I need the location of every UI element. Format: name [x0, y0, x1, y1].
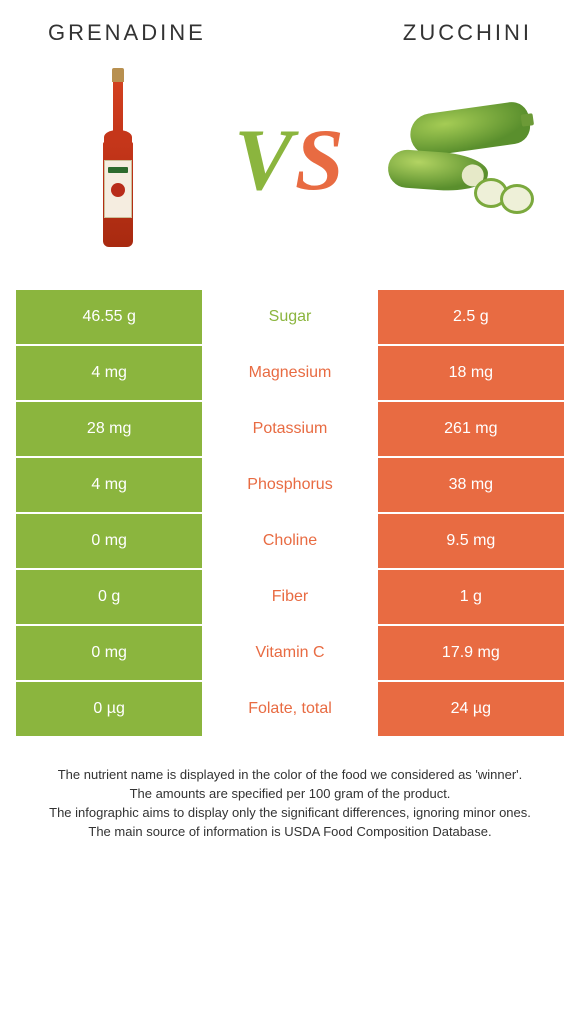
right-value: 17.9 mg	[378, 626, 564, 680]
left-value: 0 mg	[16, 626, 202, 680]
nutrient-label: Phosphorus	[202, 458, 377, 512]
table-row: 28 mgPotassium261 mg	[16, 402, 564, 456]
table-row: 4 mgMagnesium18 mg	[16, 346, 564, 400]
footer-line: The main source of information is USDA F…	[26, 823, 554, 842]
left-value: 0 g	[16, 570, 202, 624]
left-value: 0 µg	[16, 682, 202, 736]
right-value: 2.5 g	[378, 290, 564, 344]
table-row: 0 µgFolate, total24 µg	[16, 682, 564, 736]
zucchini-image	[385, 65, 540, 255]
nutrition-table-body: 46.55 gSugar2.5 g4 mgMagnesium18 mg28 mg…	[16, 290, 564, 736]
grenadine-image	[40, 65, 195, 255]
table-row: 0 gFiber1 g	[16, 570, 564, 624]
vs-label: VS	[234, 110, 346, 211]
nutrient-label: Fiber	[202, 570, 377, 624]
footer-line: The infographic aims to display only the…	[26, 804, 554, 823]
left-value: 46.55 g	[16, 290, 202, 344]
left-value: 4 mg	[16, 346, 202, 400]
right-value: 24 µg	[378, 682, 564, 736]
right-food-title: ZUCCHINI	[403, 20, 532, 46]
table-row: 4 mgPhosphorus38 mg	[16, 458, 564, 512]
nutrient-label: Folate, total	[202, 682, 377, 736]
right-value: 9.5 mg	[378, 514, 564, 568]
nutrient-label: Vitamin C	[202, 626, 377, 680]
right-value: 1 g	[378, 570, 564, 624]
vs-v: V	[234, 112, 295, 209]
hero-row: VS	[16, 64, 564, 284]
footer-line: The nutrient name is displayed in the co…	[26, 766, 554, 785]
footer-notes: The nutrient name is displayed in the co…	[16, 738, 564, 841]
nutrient-label: Potassium	[202, 402, 377, 456]
right-value: 18 mg	[378, 346, 564, 400]
left-value: 28 mg	[16, 402, 202, 456]
nutrient-label: Sugar	[202, 290, 377, 344]
table-row: 0 mgCholine9.5 mg	[16, 514, 564, 568]
nutrient-label: Magnesium	[202, 346, 377, 400]
table-row: 46.55 gSugar2.5 g	[16, 290, 564, 344]
zucchini-icon	[388, 100, 538, 220]
nutrition-table: 46.55 gSugar2.5 g4 mgMagnesium18 mg28 mg…	[16, 288, 564, 738]
left-food-title: GRENADINE	[48, 20, 206, 46]
vs-s: S	[295, 112, 346, 209]
right-value: 38 mg	[378, 458, 564, 512]
left-value: 4 mg	[16, 458, 202, 512]
bottle-icon	[93, 68, 143, 253]
right-value: 261 mg	[378, 402, 564, 456]
table-row: 0 mgVitamin C17.9 mg	[16, 626, 564, 680]
nutrient-label: Choline	[202, 514, 377, 568]
header-row: GRENADINE ZUCCHINI	[16, 20, 564, 64]
left-value: 0 mg	[16, 514, 202, 568]
footer-line: The amounts are specified per 100 gram o…	[26, 785, 554, 804]
